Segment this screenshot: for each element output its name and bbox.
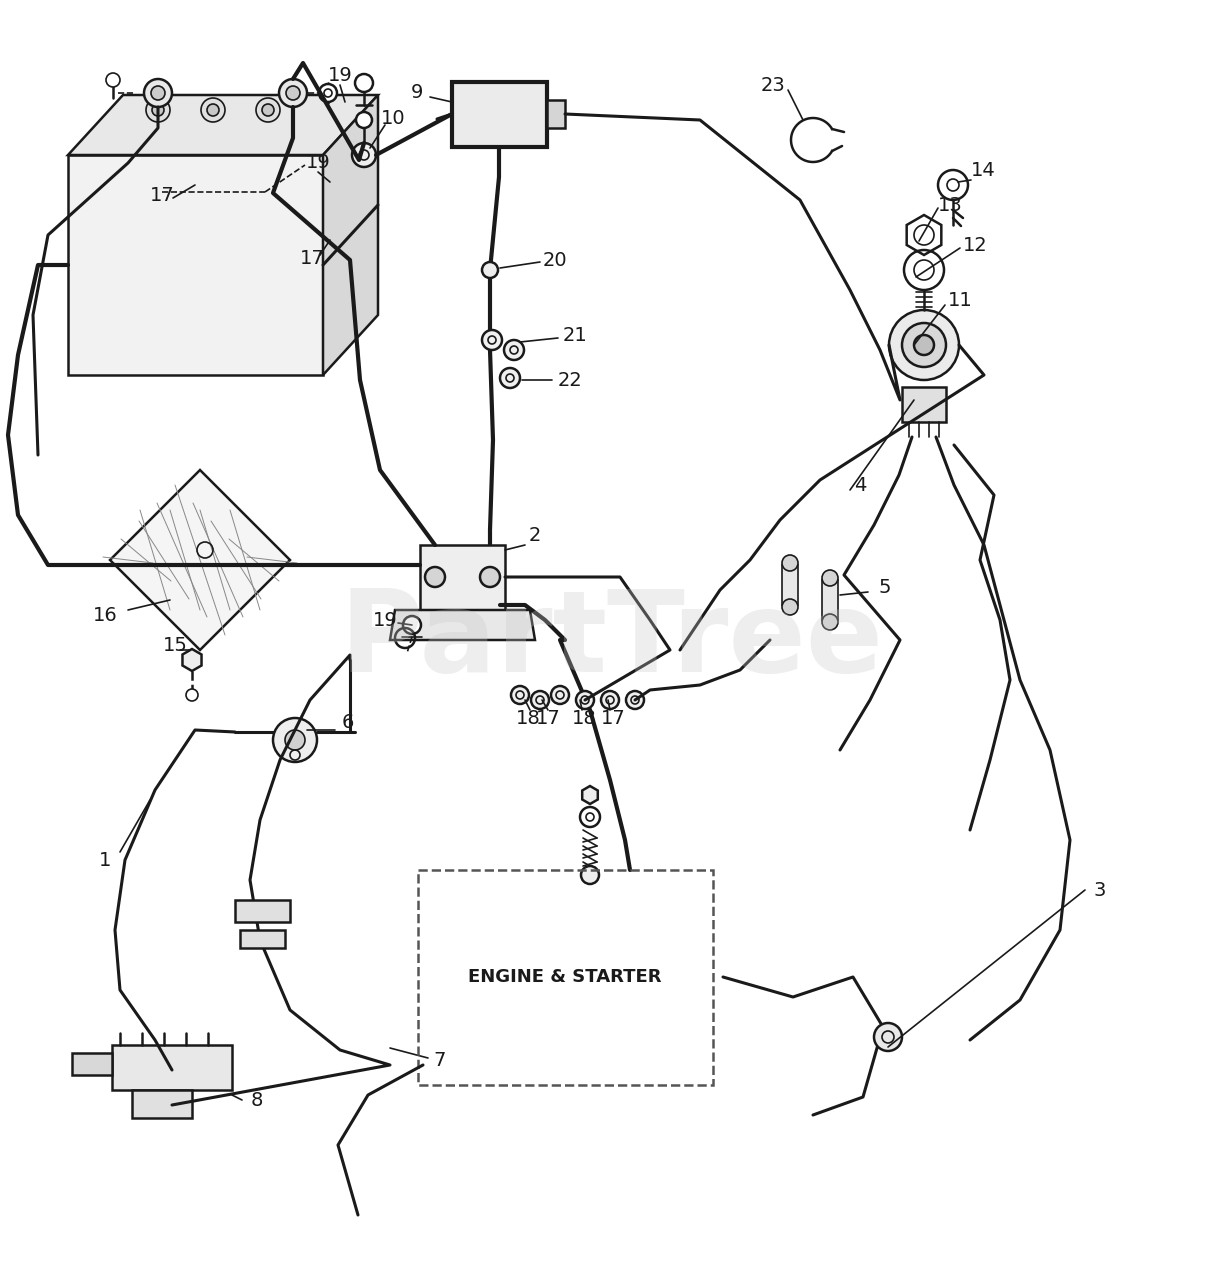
Circle shape [902,323,946,367]
Polygon shape [582,786,598,804]
Circle shape [201,99,225,122]
Text: 19: 19 [372,611,397,630]
Text: 2: 2 [529,526,541,544]
Text: 20: 20 [543,251,567,270]
Circle shape [581,867,599,884]
Polygon shape [323,95,379,375]
Circle shape [822,570,838,586]
Polygon shape [69,155,323,375]
Text: 21: 21 [562,325,587,344]
Circle shape [145,79,172,108]
Text: 14: 14 [970,160,996,179]
Polygon shape [782,564,797,605]
Circle shape [151,86,165,100]
Circle shape [273,718,317,762]
Text: ENGINE & STARTER: ENGINE & STARTER [468,968,662,986]
Bar [902,387,946,422]
Circle shape [511,686,529,704]
Circle shape [355,74,372,92]
Circle shape [403,616,421,634]
Text: 19: 19 [305,152,331,172]
Text: 15: 15 [163,635,187,654]
Circle shape [782,599,797,614]
Circle shape [207,104,219,116]
Text: 17: 17 [300,248,325,268]
Text: 8: 8 [251,1091,263,1110]
Circle shape [480,567,500,588]
Text: 17: 17 [149,186,174,205]
Circle shape [356,113,372,128]
Circle shape [152,104,164,116]
Text: 18: 18 [516,709,540,727]
Text: 12: 12 [963,236,987,255]
Polygon shape [72,1053,111,1075]
Circle shape [873,1023,902,1051]
Circle shape [256,99,281,122]
Circle shape [576,691,594,709]
Text: 9: 9 [410,82,423,101]
Bar [132,1091,192,1117]
Circle shape [530,691,549,709]
Circle shape [318,84,337,102]
Circle shape [481,262,499,278]
Circle shape [107,73,120,87]
Text: 5: 5 [878,577,892,596]
Bar [418,870,713,1085]
Text: 7: 7 [434,1051,446,1070]
Circle shape [352,143,376,166]
Bar [111,1044,232,1091]
Circle shape [551,686,568,704]
Text: 17: 17 [600,709,626,727]
Text: 3: 3 [1094,881,1106,900]
Circle shape [500,369,519,388]
Text: 23: 23 [761,76,785,95]
Circle shape [889,310,959,380]
Circle shape [914,335,933,355]
Text: 11: 11 [948,291,973,310]
Polygon shape [822,580,838,620]
Text: 19: 19 [327,65,353,84]
Polygon shape [183,649,202,671]
Circle shape [601,691,619,709]
Circle shape [146,99,170,122]
Bar [548,100,565,128]
Text: 22: 22 [557,370,582,389]
Text: 6: 6 [342,713,354,731]
Circle shape [782,556,797,571]
Text: 13: 13 [937,196,963,215]
Polygon shape [110,470,290,650]
Circle shape [822,614,838,630]
Text: 16: 16 [93,605,118,625]
Circle shape [626,691,644,709]
Bar [235,900,290,922]
Circle shape [481,330,502,349]
Text: 1: 1 [99,850,111,869]
Circle shape [285,86,300,100]
Text: PartTree: PartTree [341,585,884,695]
Polygon shape [390,611,535,640]
Bar [240,931,285,948]
Circle shape [186,689,198,701]
Circle shape [262,104,274,116]
Text: 4: 4 [854,475,866,494]
Circle shape [279,79,307,108]
Circle shape [503,340,524,360]
Circle shape [285,730,305,750]
Circle shape [425,567,445,588]
Text: 17: 17 [535,709,560,727]
Text: 18: 18 [572,709,597,727]
Polygon shape [69,95,379,155]
Bar [452,82,548,147]
Text: 10: 10 [381,109,405,128]
Bar [420,545,505,611]
